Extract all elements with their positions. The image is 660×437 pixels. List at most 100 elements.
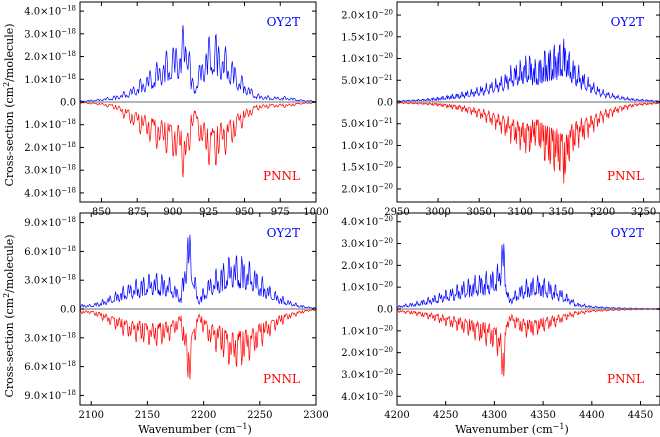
y-tick-exponent: −18 bbox=[61, 331, 76, 339]
panels: 850 875 900 925 950 975 10004.0×10−183.0×10−18… bbox=[24, 1, 660, 421]
y-tick-mantissa: 1.5×10 bbox=[341, 163, 378, 174]
series-label-PNNL: PNNL bbox=[607, 169, 644, 183]
x-tick-label: 4400 bbox=[579, 410, 604, 421]
y-tick-exponent: −20 bbox=[378, 368, 393, 376]
y-tick-label: 3.0×10−18 bbox=[24, 274, 76, 287]
y-tick-exponent: −18 bbox=[61, 50, 76, 58]
x-tick-label: 4250 bbox=[433, 410, 458, 421]
series-label-OY2T: OY2T bbox=[267, 15, 300, 29]
y-tick-label: 3.0×10−18 bbox=[24, 27, 76, 40]
y-tick-mantissa: 1.0×10 bbox=[341, 326, 378, 337]
ylabel-bottom: Cross-section (cm2/molecule) bbox=[2, 234, 16, 397]
series-label-PNNL: PNNL bbox=[263, 169, 300, 183]
y-tick-mantissa: 1.0×10 bbox=[341, 141, 378, 152]
y-tick-exponent: −18 bbox=[61, 5, 76, 13]
series-group bbox=[397, 243, 660, 377]
y-tick-label: 4.0×10−18 bbox=[24, 186, 76, 199]
y-tick-mantissa: 3.0×10 bbox=[24, 29, 61, 40]
xlabel-left-main: Wavenumber (cm bbox=[138, 423, 236, 436]
y-tick-mantissa: 2.0×10 bbox=[341, 11, 378, 22]
y-tick-label: 6.0×10−18 bbox=[24, 360, 76, 373]
series-OY2T bbox=[397, 38, 660, 102]
y-tick-mantissa: 4.0×10 bbox=[341, 217, 378, 228]
series-PNNL bbox=[80, 102, 316, 178]
y-tick-label: 1.0×10−18 bbox=[24, 118, 76, 131]
y-tick-label: 1.0×10−20 bbox=[341, 139, 393, 152]
ylabel-top-sup: 2 bbox=[2, 82, 11, 87]
y-tick-mantissa: 0.0 bbox=[377, 305, 393, 316]
y-tick-label: 9.0×10−18 bbox=[24, 389, 76, 402]
y-tick-exponent: −20 bbox=[378, 324, 393, 332]
y-tick-mantissa: 5.0×10 bbox=[341, 119, 378, 130]
y-tick-label: 0.0 bbox=[377, 98, 393, 109]
series-group bbox=[397, 38, 660, 184]
x-tick-label: 4450 bbox=[628, 410, 653, 421]
xlabel-left-tail: ) bbox=[247, 423, 251, 436]
y-tick-exponent: −18 bbox=[61, 164, 76, 172]
y-tick-label: 2.0×10−18 bbox=[24, 141, 76, 154]
y-tick-label: 1.0×10−20 bbox=[341, 52, 393, 65]
y-tick-exponent: −18 bbox=[61, 141, 76, 149]
x-tick-label: 2100 bbox=[79, 410, 104, 421]
y-tick-exponent: −21 bbox=[378, 74, 393, 82]
y-tick-mantissa: 1.0×10 bbox=[341, 283, 378, 294]
y-tick-mantissa: 1.0×10 bbox=[341, 54, 378, 65]
xlabel-right-main: Wavenumber (cm bbox=[455, 423, 553, 436]
y-tick-mantissa: 3.0×10 bbox=[24, 333, 61, 344]
series-PNNL bbox=[397, 308, 660, 377]
panel-bottom-right: 4200 4250 4300 4350 4400 44504.0×10−203.0×10−… bbox=[341, 212, 660, 421]
y-tick-label: 1.0×10−20 bbox=[341, 281, 393, 294]
x-tick-label: 4350 bbox=[530, 410, 555, 421]
series-PNNL bbox=[80, 309, 316, 380]
series-group bbox=[80, 234, 316, 380]
ylabel-top: Cross-section (cm2/molecule) bbox=[2, 23, 16, 186]
y-tick-mantissa: 0.0 bbox=[60, 305, 76, 316]
y-tick-label: 2.0×10−20 bbox=[341, 259, 393, 272]
y-tick-label: 4.0×10−18 bbox=[24, 5, 76, 18]
y-tick-label: 2.0×10−20 bbox=[341, 346, 393, 359]
y-tick-exponent: −20 bbox=[378, 390, 393, 398]
ylabel-top-main: Cross-section (cm bbox=[3, 86, 16, 186]
y-tick-label: 5.0×10−21 bbox=[341, 117, 393, 130]
y-tick-exponent: −20 bbox=[378, 182, 393, 190]
y-tick-exponent: −18 bbox=[61, 27, 76, 35]
y-tick-exponent: −20 bbox=[378, 281, 393, 289]
y-tick-exponent: −20 bbox=[378, 30, 393, 38]
series-OY2T bbox=[80, 234, 316, 309]
y-tick-label: 3.0×10−18 bbox=[24, 331, 76, 344]
y-tick-mantissa: 1.0×10 bbox=[24, 120, 61, 131]
y-tick-label: 1.5×10−20 bbox=[341, 30, 393, 43]
x-tick-label: 4200 bbox=[384, 410, 409, 421]
y-tick-exponent: −18 bbox=[61, 73, 76, 81]
x-tick-label: 2150 bbox=[135, 410, 160, 421]
y-tick-label: 9.0×10−18 bbox=[24, 216, 76, 229]
y-tick-exponent: −18 bbox=[61, 389, 76, 397]
y-tick-label: 1.5×10−20 bbox=[341, 161, 393, 174]
y-tick-mantissa: 5.0×10 bbox=[341, 76, 378, 87]
y-tick-label: 2.0×10−18 bbox=[24, 50, 76, 63]
y-tick-label: 1.0×10−18 bbox=[24, 73, 76, 86]
y-tick-mantissa: 9.0×10 bbox=[24, 391, 61, 402]
y-tick-mantissa: 1.0×10 bbox=[24, 75, 61, 86]
y-tick-mantissa: 3.0×10 bbox=[24, 166, 61, 177]
y-tick-mantissa: 2.0×10 bbox=[341, 261, 378, 272]
series-label-OY2T: OY2T bbox=[611, 15, 644, 29]
y-tick-exponent: −20 bbox=[378, 161, 393, 169]
y-tick-exponent: −20 bbox=[378, 346, 393, 354]
ylabel-bottom-tail: /molecule) bbox=[3, 234, 16, 292]
ylabel-bottom-sup: 2 bbox=[2, 293, 11, 298]
y-tick-exponent: −18 bbox=[61, 274, 76, 282]
series-PNNL bbox=[397, 102, 660, 184]
series-label-PNNL: PNNL bbox=[263, 372, 300, 386]
series-label-OY2T: OY2T bbox=[611, 226, 644, 240]
series-OY2T bbox=[80, 25, 316, 102]
panel-top-right: 2950 3000 3050 3100 3150 3200 32502.0×10−201.5… bbox=[341, 1, 660, 218]
panel-bottom-left: 2100 2150 2200 2250 23009.0×10−186.0×10−183.… bbox=[24, 212, 329, 421]
y-tick-label: 0.0 bbox=[60, 98, 76, 109]
y-tick-mantissa: 9.0×10 bbox=[24, 218, 61, 229]
y-tick-mantissa: 3.0×10 bbox=[341, 370, 378, 381]
y-tick-label: 3.0×10−18 bbox=[24, 164, 76, 177]
x-tick-label: 2200 bbox=[191, 410, 216, 421]
y-tick-label: 2.0×10−20 bbox=[341, 9, 393, 22]
